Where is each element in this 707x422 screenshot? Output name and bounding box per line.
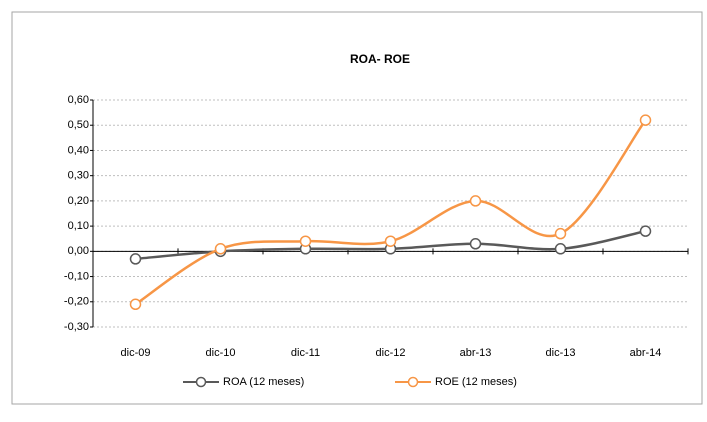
chart-frame <box>11 11 703 405</box>
x-tick-label: dic-11 <box>291 347 320 359</box>
x-tick-label: dic-10 <box>206 347 236 359</box>
x-tick-label: dic-12 <box>376 347 406 359</box>
y-tick-label: -0,20 <box>64 296 89 308</box>
point-marker <box>129 298 142 311</box>
point-marker <box>554 227 567 240</box>
y-tick-label: -0,10 <box>64 270 89 282</box>
point-marker <box>129 253 142 265</box>
point-marker <box>639 114 652 126</box>
x-tick-label: dic-13 <box>546 347 576 359</box>
point-marker <box>469 238 482 250</box>
point-marker <box>554 243 567 255</box>
y-tick-label: 0,40 <box>68 144 89 156</box>
y-tick-label: 0,00 <box>68 245 89 257</box>
point-marker <box>384 235 397 247</box>
legend-marker <box>195 376 207 388</box>
point-marker <box>299 235 312 247</box>
point-marker <box>469 195 482 207</box>
point-marker <box>214 243 227 255</box>
x-tick-label: abr-13 <box>460 347 492 359</box>
legend-marker <box>407 376 419 388</box>
legend-label: ROE (12 meses) <box>435 376 517 388</box>
legend-label: ROA (12 meses) <box>223 376 304 388</box>
y-tick-label: 0,60 <box>68 94 89 106</box>
y-tick-label: 0,10 <box>68 220 89 232</box>
x-tick-label: dic-09 <box>121 347 151 359</box>
y-tick-label: 0,50 <box>68 119 89 131</box>
point-marker <box>639 225 652 237</box>
x-tick-label: abr-14 <box>630 347 662 359</box>
y-tick-label: 0,20 <box>68 195 89 207</box>
y-tick-label: 0,30 <box>68 170 89 182</box>
y-tick-label: -0,30 <box>64 321 89 333</box>
chart-title: ROA- ROE <box>350 52 410 66</box>
